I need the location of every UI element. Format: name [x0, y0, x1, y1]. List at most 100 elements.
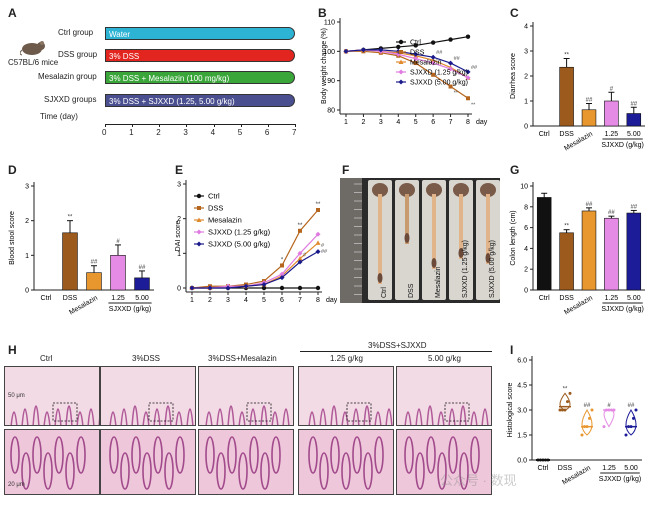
y-tick-label: 4.5	[517, 383, 527, 390]
gland	[374, 436, 384, 474]
crypt	[374, 411, 382, 425]
gland	[363, 452, 373, 490]
watermark: 公众号 · 数现	[440, 473, 517, 488]
data-point	[448, 66, 454, 72]
group-label: SJXXD (g/kg)	[599, 476, 641, 483]
legend-marker	[398, 69, 404, 75]
sig-mark: **	[564, 224, 569, 230]
panel-label-h: H	[8, 343, 17, 357]
crypt	[319, 408, 327, 425]
bar-1.25	[604, 217, 619, 291]
histology-high-mag	[198, 429, 294, 495]
x-tick-label: 4	[244, 297, 248, 304]
sig-mark: ##	[584, 403, 591, 409]
y-tick-label: 4	[524, 246, 528, 253]
data-point	[343, 48, 349, 54]
time-tick-label: 0	[102, 128, 107, 137]
time-tick-label: 5	[237, 128, 243, 137]
data-point	[544, 458, 547, 462]
violin	[603, 409, 615, 428]
crypt	[308, 411, 316, 425]
data-point	[297, 285, 303, 291]
y-tick-label: 2	[25, 218, 29, 225]
group-label: SJXXD (g/kg)	[109, 306, 151, 313]
crypt	[363, 405, 371, 425]
x-tick-label: 3	[226, 297, 230, 304]
time-tick	[105, 124, 106, 127]
x-tick-label: 1.25	[605, 295, 619, 302]
data-point	[298, 228, 302, 233]
data-point	[566, 400, 569, 404]
group-label-dss: DSS group	[58, 50, 98, 59]
histology-low-mag	[100, 366, 196, 426]
legend-label: Mesalazin	[410, 60, 442, 67]
data-point	[602, 425, 606, 429]
bar-water: Water	[105, 27, 295, 40]
sig-mark: ##	[586, 98, 593, 104]
bar-ctrl	[536, 197, 552, 291]
y-tick-label: 6.0	[517, 358, 527, 365]
series-line-4	[345, 49, 469, 73]
data-point	[360, 47, 366, 53]
x-tick-label: 6	[280, 297, 284, 304]
gland	[10, 436, 20, 474]
panel-label-e: E	[175, 163, 184, 177]
sig-mark: #	[321, 243, 325, 249]
hist-group-line	[300, 351, 492, 352]
crypt	[249, 408, 257, 425]
sig-mark: ##	[630, 204, 637, 210]
x-tick-label: 8	[466, 119, 470, 126]
x-tick-label: 1.25	[602, 465, 616, 472]
series-line-2	[192, 242, 319, 289]
x-tick-label: Ctrl	[539, 131, 550, 138]
data-point	[465, 69, 471, 75]
zoom-box	[52, 402, 78, 422]
panel-label-f: F	[342, 163, 350, 177]
sig-mark: ##	[454, 56, 461, 62]
series-line-4	[192, 251, 319, 289]
data-point	[261, 282, 267, 288]
mouse-label: C57BL/6 mice	[8, 58, 59, 67]
group-label: SJXXD (g/kg)	[601, 306, 643, 313]
gland	[76, 436, 86, 474]
data-point	[563, 408, 567, 412]
sig-mark: **	[564, 53, 569, 59]
data-point	[279, 271, 285, 277]
y-tick-label: 10	[520, 184, 528, 191]
crypt	[260, 405, 268, 425]
data-point	[568, 391, 572, 395]
y-tick-label: 8	[524, 204, 528, 211]
bar-5.00	[626, 113, 642, 127]
gland	[32, 436, 42, 474]
data-point	[632, 416, 635, 420]
legend-label: DSS	[208, 204, 223, 213]
colon-photo: Ctrl DSS Mesalazin SJXXD (1.25 g/kg) SJXXD (…	[340, 178, 500, 303]
cecum	[372, 183, 388, 197]
hist-header-ctrl: Ctrl	[40, 354, 53, 363]
legend-marker	[196, 217, 202, 222]
bar-sjxxd: 3% DSS + SJXXD (1.25, 5.00 g/kg)	[105, 94, 295, 107]
sig-mark: ##	[139, 265, 146, 271]
sig-mark: ##	[630, 101, 637, 107]
gland	[459, 452, 469, 490]
histology-low-mag	[396, 366, 492, 426]
legend-label: Ctrl	[410, 40, 421, 47]
histology-high-mag	[100, 429, 196, 495]
data-point	[539, 458, 542, 462]
time-tick-label: 3	[183, 128, 188, 137]
crypt	[448, 408, 456, 425]
violin	[625, 409, 637, 436]
data-point	[413, 61, 418, 66]
x-tick-label: DSS	[558, 465, 573, 472]
y-tick-label: 90	[327, 78, 335, 85]
sig-mark: **	[316, 202, 321, 208]
crypt	[352, 408, 360, 425]
data-point	[431, 72, 436, 77]
sig-mark: #	[303, 253, 307, 259]
data-point	[280, 263, 284, 268]
panel-label-c: C	[510, 6, 519, 20]
crypt	[271, 411, 279, 425]
hist-header-125: 1.25 g/kg	[330, 354, 363, 363]
y-axis-label: Blood stool score	[9, 211, 16, 265]
x-tick-label: 7	[298, 297, 302, 304]
